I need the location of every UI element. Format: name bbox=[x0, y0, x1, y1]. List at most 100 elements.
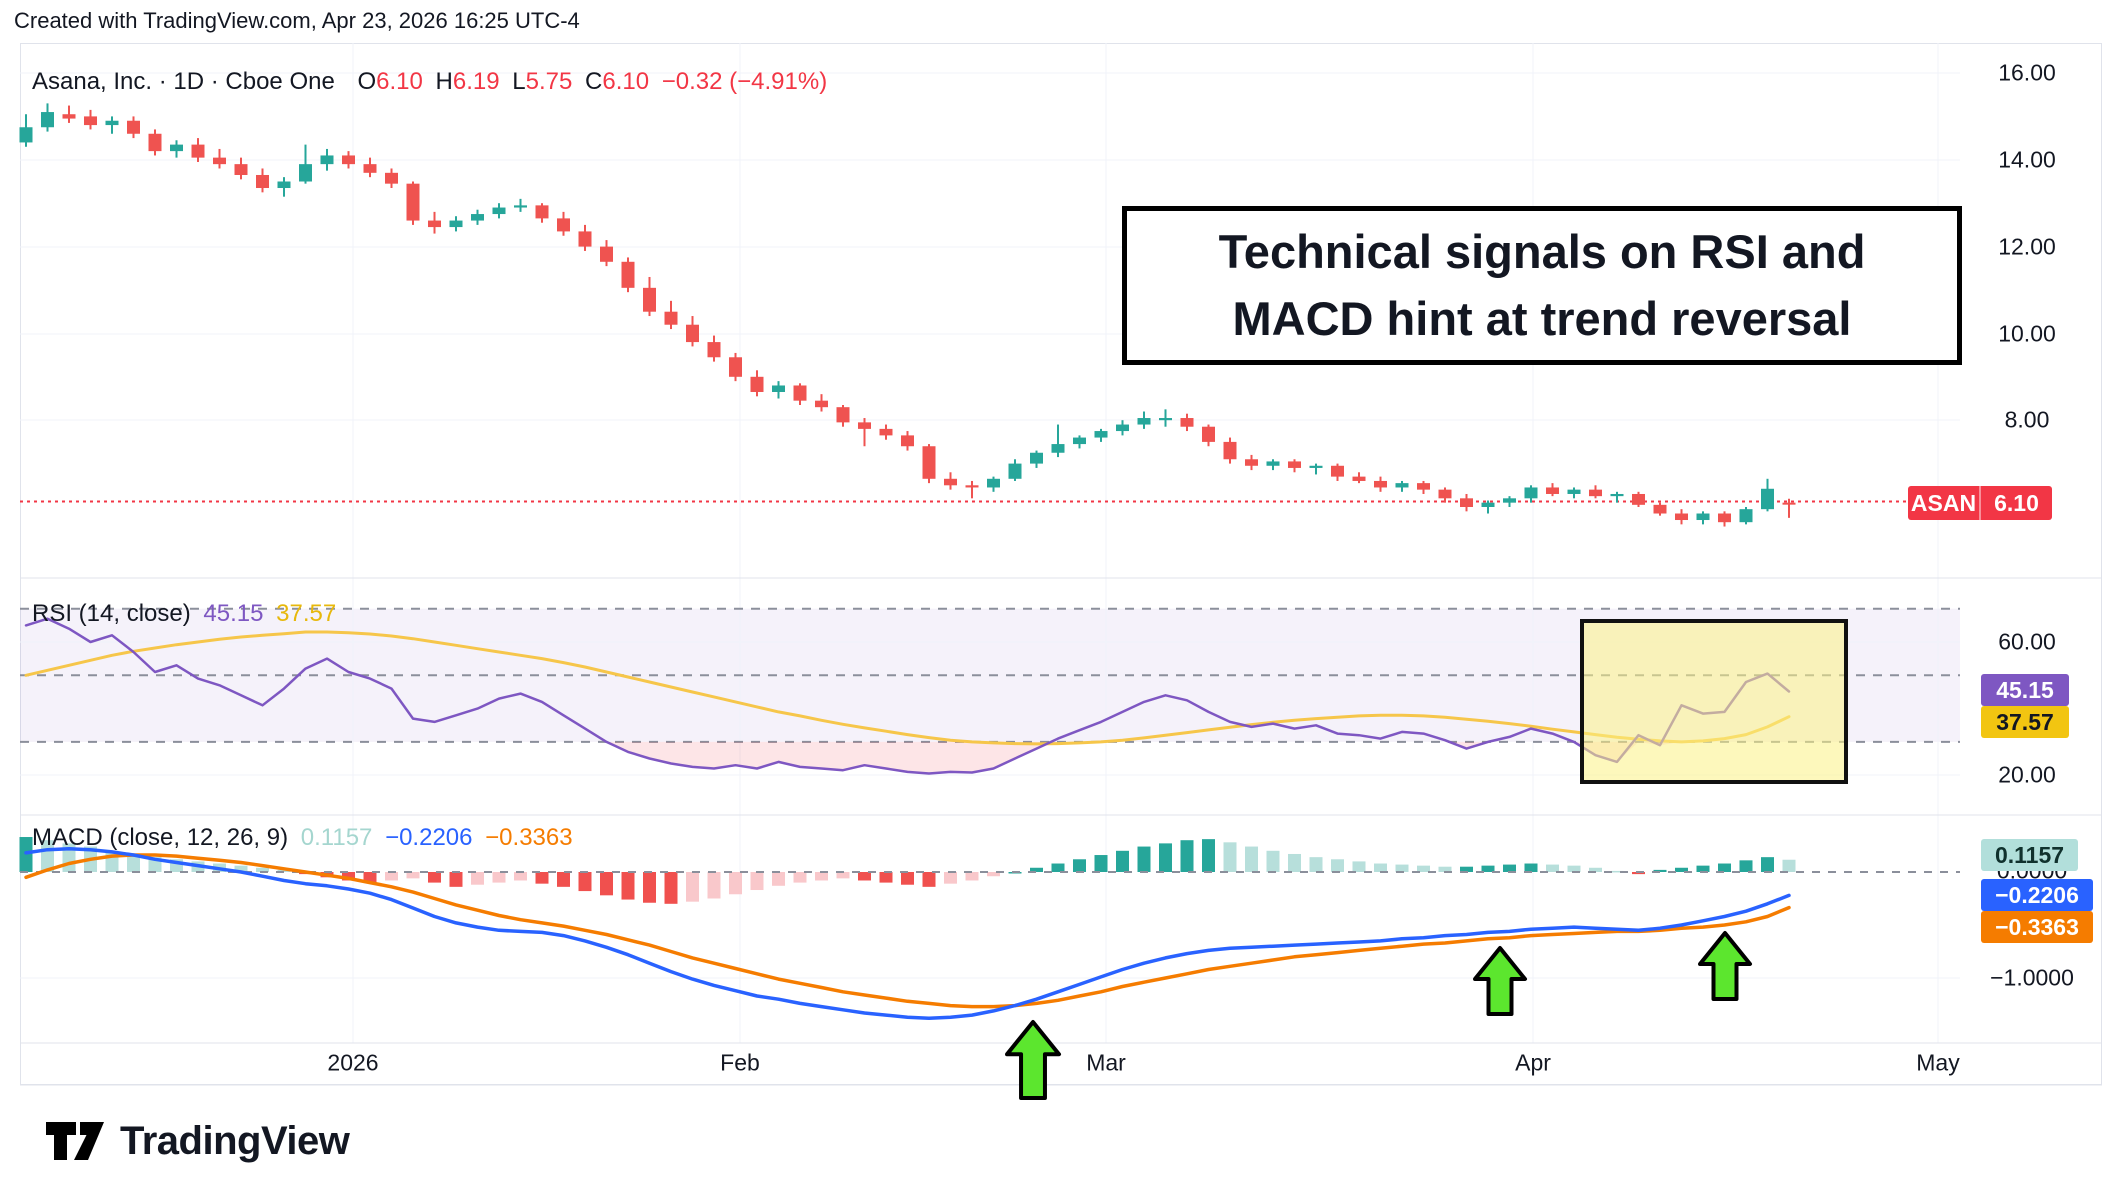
candle-body bbox=[299, 164, 312, 182]
macd-histogram-bar bbox=[1417, 865, 1430, 872]
macd-histogram-bar bbox=[1030, 867, 1043, 872]
candle-body bbox=[1718, 513, 1731, 523]
close-value: 6.10 bbox=[602, 68, 650, 95]
rsi-oversold-fill bbox=[26, 741, 1789, 774]
candle-body bbox=[1610, 493, 1624, 497]
candle-body bbox=[836, 407, 850, 423]
candle-body bbox=[1438, 489, 1452, 499]
candle-body bbox=[535, 205, 549, 219]
macd-histogram-bar bbox=[1438, 866, 1452, 872]
rsi-line bbox=[24, 617, 1791, 775]
macd-histogram-bar bbox=[600, 872, 613, 896]
annotation-line-2: MACD hint at trend reversal bbox=[1232, 291, 1852, 345]
candle-body bbox=[148, 133, 162, 152]
macd-histogram-bar bbox=[750, 872, 764, 891]
candle-body bbox=[127, 120, 140, 134]
candle-body bbox=[750, 376, 764, 392]
macd-legend: MACD (close, 12, 26, 9) 0.1157 −0.2206 −… bbox=[32, 824, 579, 852]
macd-hist-value: 0.1157 bbox=[300, 824, 373, 851]
macd-histogram-bar bbox=[1073, 859, 1086, 872]
macd-histogram-bar bbox=[428, 872, 441, 883]
macd-line bbox=[24, 846, 1791, 1021]
candle-body bbox=[406, 183, 420, 221]
candle-body bbox=[1116, 424, 1129, 432]
time-axis-label: Feb bbox=[720, 1049, 760, 1076]
macd-line-badge: −0.2206 bbox=[1981, 879, 2093, 911]
candle-body bbox=[664, 311, 678, 325]
macd-histogram-bar bbox=[1331, 859, 1344, 872]
candle-body bbox=[84, 116, 97, 126]
price-tick-label: 12.00 bbox=[1998, 233, 2056, 260]
candle-body bbox=[428, 220, 441, 228]
candle-body bbox=[234, 164, 248, 175]
tradingview-logo: TradingView bbox=[44, 1118, 350, 1164]
macd-histogram-bar bbox=[1137, 846, 1151, 872]
candle-body bbox=[987, 478, 1000, 488]
macd-histogram-bar bbox=[858, 872, 871, 881]
candle-body bbox=[578, 231, 592, 247]
macd-histogram-bar bbox=[901, 872, 914, 885]
macd-histogram-bar bbox=[1696, 865, 1710, 872]
symbol-badge-ticker: ASAN bbox=[1910, 489, 1977, 516]
candle-body bbox=[1567, 489, 1581, 494]
macd-histogram-bar bbox=[643, 872, 656, 903]
macd-histogram-bar bbox=[1223, 842, 1237, 872]
price-tick-label: 10.00 bbox=[1998, 320, 2056, 347]
candle-body bbox=[105, 120, 119, 126]
macd-histogram-bar bbox=[578, 872, 592, 892]
candle-body bbox=[213, 157, 226, 165]
rsi-value: 45.15 bbox=[203, 600, 264, 627]
candle-body bbox=[170, 144, 183, 152]
candle-body bbox=[1395, 483, 1409, 488]
candle-body bbox=[621, 261, 635, 288]
candle-body bbox=[320, 155, 334, 165]
bullish-signal-arrow bbox=[1473, 946, 1527, 1016]
macd-histogram-bar bbox=[1589, 867, 1602, 872]
macd-histogram-bar bbox=[277, 869, 291, 872]
candle-body bbox=[1288, 461, 1301, 468]
macd-histogram-bar bbox=[965, 872, 979, 881]
macd-histogram-bar bbox=[1309, 857, 1323, 872]
macd-histogram-bar bbox=[1718, 863, 1731, 872]
candle-body bbox=[643, 287, 656, 312]
macd-histogram-bar bbox=[1180, 840, 1194, 872]
macd-histogram-bar bbox=[944, 872, 957, 884]
rsi-highlight-box bbox=[1580, 619, 1848, 784]
macd-histogram-bar bbox=[1051, 863, 1065, 872]
macd-histogram-bar bbox=[342, 872, 355, 881]
candle-body bbox=[1245, 459, 1258, 466]
macd-histogram-bar bbox=[1481, 865, 1495, 872]
candle-body bbox=[256, 174, 269, 189]
macd-histogram-bar bbox=[1567, 865, 1581, 872]
price-tick-label: 8.00 bbox=[2004, 406, 2050, 433]
candle-body bbox=[772, 385, 785, 392]
badge-divider bbox=[1979, 486, 1981, 520]
macd-histogram-bar bbox=[471, 872, 484, 885]
macd-histogram-bar bbox=[707, 872, 721, 899]
macd-histogram-bar bbox=[1245, 846, 1258, 872]
candle-body bbox=[1481, 502, 1495, 507]
candle-body bbox=[1503, 498, 1516, 503]
macd-histogram-bar bbox=[535, 872, 549, 884]
macd-signal-badge: −0.3363 bbox=[1981, 911, 2093, 943]
candle-body bbox=[449, 220, 463, 228]
candle-body bbox=[62, 114, 76, 119]
macd-histogram-bar bbox=[363, 872, 377, 883]
candle-body bbox=[901, 435, 914, 447]
low-label: L bbox=[512, 68, 526, 95]
candle-body bbox=[1073, 437, 1086, 445]
macd-title: MACD (close, 12, 26, 9) bbox=[32, 824, 289, 851]
candle-body bbox=[1653, 504, 1667, 514]
time-axis-label: Apr bbox=[1515, 1049, 1551, 1076]
candle-body bbox=[815, 400, 828, 408]
candle-body bbox=[922, 446, 936, 479]
candle-body bbox=[1675, 513, 1688, 521]
macd-histogram-bar bbox=[1739, 860, 1753, 872]
candle-body bbox=[1524, 487, 1538, 499]
candle-body bbox=[1460, 498, 1473, 507]
macd-signal-line bbox=[24, 853, 1791, 1009]
bullish-signal-arrow bbox=[1698, 931, 1752, 1001]
candle-body bbox=[707, 342, 721, 358]
close-label: C bbox=[585, 68, 603, 95]
